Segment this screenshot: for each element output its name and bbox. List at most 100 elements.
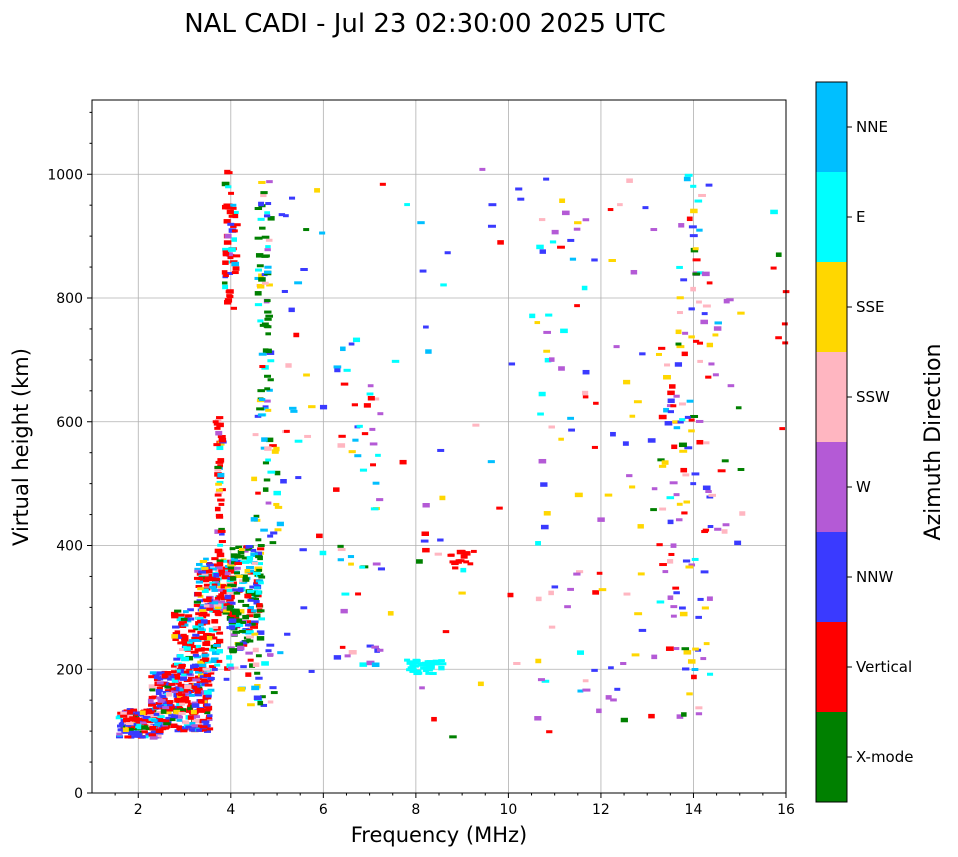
echo-point (278, 213, 286, 217)
echo-point (199, 725, 208, 729)
echo-point (557, 245, 565, 249)
echo-point (713, 326, 722, 331)
echo-point (170, 723, 178, 729)
echo-point (195, 562, 203, 566)
echo-point (658, 346, 666, 350)
echo-point (246, 639, 254, 643)
echo-point (686, 399, 694, 403)
echo-point (277, 651, 284, 655)
echo-point (199, 663, 207, 669)
echo-point (191, 724, 198, 728)
echo-point (706, 281, 713, 285)
echo-point (253, 599, 260, 605)
echo-point (299, 548, 307, 552)
echo-point (216, 475, 225, 479)
echo-point (300, 606, 308, 610)
colorbar-label: NNE (856, 118, 888, 136)
echo-point (258, 273, 264, 279)
echo-point (246, 569, 255, 573)
echo-point (573, 227, 581, 231)
echo-point (426, 668, 433, 672)
echo-point (372, 481, 380, 485)
echo-point (187, 707, 193, 711)
echo-point (231, 559, 237, 565)
echo-point (256, 636, 265, 641)
echo-point (269, 541, 277, 545)
echo-point (223, 609, 230, 613)
echo-point (203, 613, 210, 617)
echo-point (156, 681, 164, 685)
echo-point (174, 609, 182, 613)
echo-point (204, 703, 211, 707)
echo-point (208, 627, 217, 633)
echo-point (265, 314, 274, 318)
echo-point (153, 712, 160, 716)
echo-point (146, 709, 153, 713)
echo-point (691, 557, 699, 561)
echo-point (564, 605, 571, 609)
echo-point (178, 663, 186, 667)
echo-point (141, 725, 149, 730)
echo-point (245, 672, 252, 677)
echo-point (153, 706, 160, 710)
echo-point (230, 306, 237, 310)
echo-point (246, 555, 254, 561)
echo-point (203, 639, 210, 643)
echo-point (295, 476, 302, 480)
echo-point (662, 570, 669, 574)
echo-point (230, 206, 237, 210)
echo-point (218, 569, 225, 573)
echo-point (122, 727, 129, 733)
echo-point (253, 695, 262, 701)
echo-point (212, 577, 221, 581)
echo-point (568, 428, 575, 432)
echo-point (182, 720, 190, 724)
echo-point (452, 566, 459, 570)
echo-point (218, 437, 227, 443)
echo-point (670, 614, 677, 618)
echo-point (225, 290, 233, 294)
echo-point (142, 716, 151, 720)
echo-point (209, 581, 216, 585)
echo-point (217, 543, 224, 547)
echo-point (212, 626, 219, 630)
echo-point (404, 203, 410, 207)
echo-point (676, 311, 683, 315)
echo-point (355, 592, 362, 596)
echo-point (160, 695, 167, 699)
colorbar-title: Azimuth Direction (921, 343, 946, 540)
echo-point (273, 490, 281, 496)
echo-point (676, 296, 684, 300)
echo-point (214, 465, 222, 469)
colorbar-segment (816, 442, 847, 532)
echo-point (226, 615, 235, 619)
echo-point (253, 514, 260, 518)
echo-point (223, 219, 231, 224)
echo-point (202, 573, 209, 578)
echo-point (115, 716, 123, 720)
echo-point (233, 608, 240, 612)
echo-point (460, 554, 468, 559)
echo-point (548, 625, 556, 629)
echo-point (717, 469, 726, 473)
echo-point (666, 404, 674, 408)
echo-point (614, 687, 621, 691)
echo-point (250, 609, 257, 613)
echo-point (148, 675, 155, 679)
colorbar-label: X-mode (856, 748, 913, 766)
echo-point (234, 566, 241, 570)
echo-point (193, 600, 202, 604)
x-tick-label: 8 (411, 802, 420, 818)
echo-point (164, 671, 172, 676)
echo-point (177, 715, 183, 719)
echo-point (188, 641, 195, 647)
echo-point (251, 561, 259, 565)
echo-point (211, 619, 219, 624)
colorbar-segment (816, 352, 847, 442)
echo-point (264, 446, 272, 451)
echo-point (181, 673, 188, 677)
echo-point (538, 391, 546, 397)
echo-point (221, 270, 228, 275)
echo-point (172, 625, 180, 629)
echo-point (431, 716, 437, 722)
